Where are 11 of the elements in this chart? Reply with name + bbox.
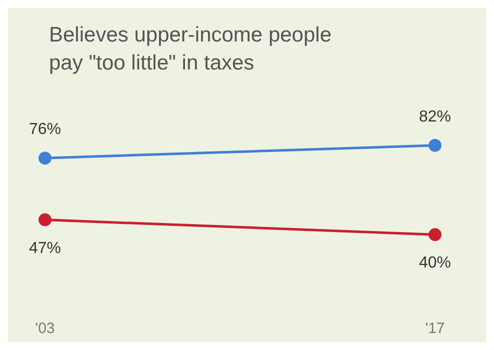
data-label: 82% — [418, 108, 452, 126]
x-tick-label: '17 — [425, 320, 445, 337]
data-label: 76% — [28, 121, 62, 138]
data-label: 40% — [418, 254, 452, 272]
x-tick-label: '03 — [35, 320, 55, 337]
data-label: 47% — [28, 240, 62, 257]
point — [428, 138, 442, 152]
point — [38, 152, 52, 165]
point — [38, 213, 52, 226]
point — [428, 228, 442, 242]
chart-title: Believes upper-income people pay "too little" in taxes — [49, 24, 338, 74]
